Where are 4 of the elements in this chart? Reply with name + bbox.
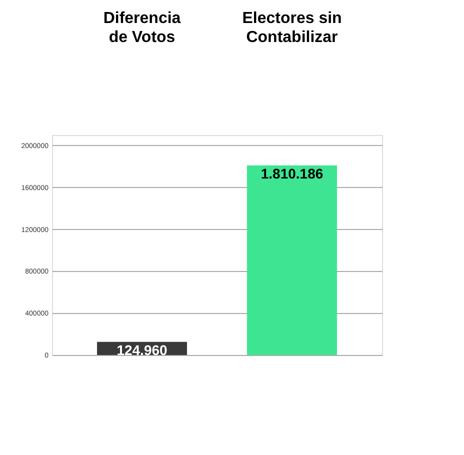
x-tick-label: Electores sin Contabilizar (242, 10, 342, 46)
x-tick-label: Diferencia de Votos (103, 10, 181, 46)
data-label: 124.960 (116, 342, 168, 358)
data-label: 1.810.186 (260, 165, 324, 182)
